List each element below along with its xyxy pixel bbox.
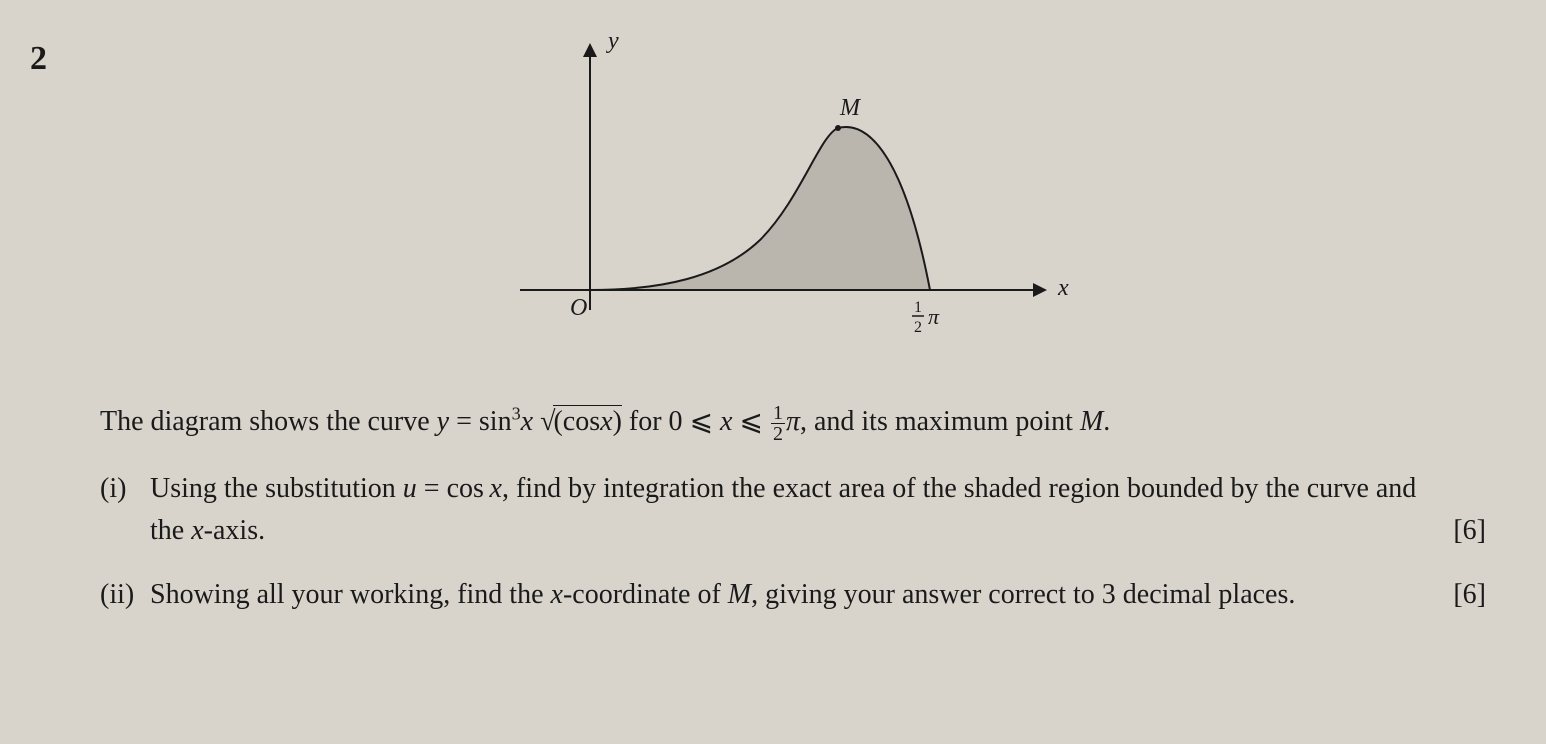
intro-y: y (437, 406, 449, 437)
max-point-label: M (839, 95, 862, 121)
half-fraction: 12 (771, 403, 785, 444)
pi-text-c: -axis. (204, 515, 265, 546)
pii-M: M (728, 579, 751, 610)
intro-for: for 0 (622, 406, 690, 437)
pii-x: x (551, 579, 563, 610)
intro-cos: (cos (553, 406, 600, 437)
radicand: (cosx) (553, 405, 621, 437)
pi-xaxis: x (191, 515, 203, 546)
diagram-svg: y x O M 1 2 π (460, 20, 1080, 350)
intro-prefix: The diagram shows the curve (100, 406, 437, 437)
intro-period: . (1103, 406, 1110, 437)
le-1: ⩽ (690, 405, 713, 436)
question-body: The diagram shows the curve y = sin3x (c… (100, 400, 1486, 638)
svg-text:2: 2 (914, 319, 922, 336)
intro-x2: x (600, 406, 612, 437)
pi-x: x (490, 473, 502, 504)
part-ii-marks: [6] (1453, 574, 1486, 616)
part-i: (i) Using the substitution u = cos x, fi… (100, 468, 1486, 552)
intro-x1: x (521, 406, 533, 437)
x-tick-half-pi: 1 2 π (912, 299, 940, 336)
x-axis-label: x (1057, 275, 1069, 301)
half-num: 1 (771, 403, 785, 424)
svg-text:1: 1 (914, 299, 922, 316)
svg-text:π: π (928, 304, 940, 329)
le-2: ⩽ (739, 405, 762, 436)
part-i-marks: [6] (1453, 510, 1486, 552)
sqrt-symbol: (cosx) (540, 401, 622, 443)
part-ii-text: Showing all your working, find the x-coo… (150, 574, 1486, 616)
intro-M: M (1080, 406, 1103, 437)
pi-u: u (403, 473, 417, 504)
max-point-dot (835, 125, 841, 131)
part-i-text: Using the substitution u = cos x, find b… (150, 468, 1486, 552)
intro-mid-x: x (713, 406, 739, 437)
origin-label: O (570, 295, 587, 321)
part-ii-label: (ii) (100, 574, 150, 616)
intro-pi: π (786, 406, 800, 437)
pii-text-b: -coordinate of (563, 579, 728, 610)
intro-eq: = sin (449, 406, 511, 437)
pi-eq: = cos (417, 473, 484, 504)
intro-power: 3 (512, 404, 521, 424)
pii-text-a: Showing all your working, find the (150, 579, 551, 610)
half-den: 2 (771, 424, 785, 444)
intro-close: ) (613, 406, 622, 437)
pi-text-a: Using the substitution (150, 473, 403, 504)
curve-diagram: y x O M 1 2 π (460, 20, 1080, 350)
page: 2 y x O M 1 (0, 0, 1546, 744)
intro-text: The diagram shows the curve y = sin3x (c… (100, 400, 1486, 444)
intro-suffix: , and its maximum point (800, 406, 1080, 437)
question-number: 2 (30, 40, 47, 78)
y-axis-label: y (606, 28, 619, 54)
part-i-label: (i) (100, 468, 150, 552)
part-ii: (ii) Showing all your working, find the … (100, 574, 1486, 616)
shaded-region (590, 127, 930, 290)
pii-text-c: , giving your answer correct to 3 decima… (751, 579, 1295, 610)
